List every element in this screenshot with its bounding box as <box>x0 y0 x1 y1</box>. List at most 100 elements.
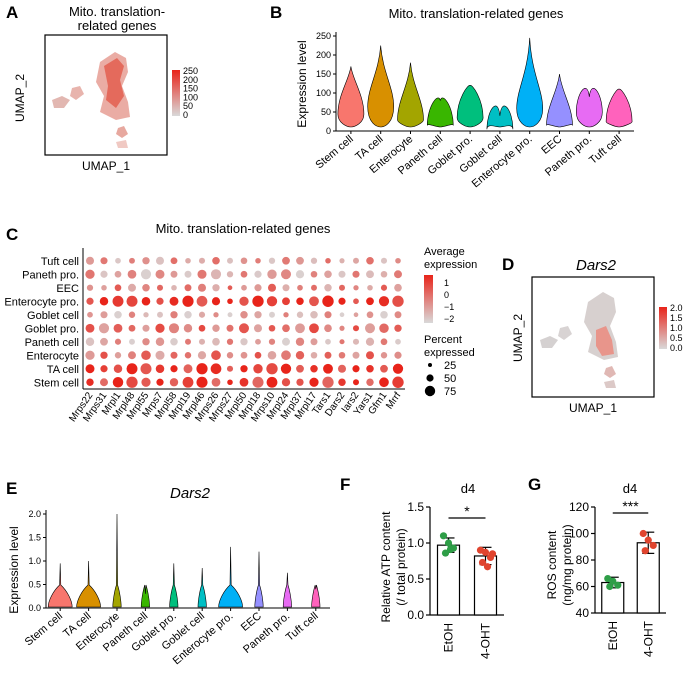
dot <box>366 297 374 306</box>
dot <box>267 269 277 279</box>
dot <box>212 256 220 265</box>
dot <box>353 379 359 386</box>
dot <box>85 323 95 333</box>
data-point <box>439 532 448 540</box>
dot <box>226 324 234 332</box>
data-point <box>483 563 492 571</box>
dot <box>295 337 305 346</box>
x-tick-label: Tuft cell <box>587 133 624 167</box>
dot <box>282 324 290 333</box>
dot <box>266 296 278 307</box>
dot <box>227 257 233 264</box>
dot <box>339 312 345 318</box>
legend-tick-label: 250 <box>183 66 198 76</box>
dot <box>255 257 261 264</box>
dot <box>282 297 290 306</box>
dot <box>394 283 402 292</box>
y-tick-label: 50 <box>321 107 331 117</box>
data-point <box>488 550 497 558</box>
dot <box>87 311 93 318</box>
legend-tick-label: 50 <box>183 101 193 111</box>
violin-ta-cell <box>76 560 101 608</box>
panel-e-letter: E <box>6 479 17 498</box>
y-tick-label: 250 <box>316 31 331 41</box>
panel-g: G d4 ROS content (ng/mg protein) 40 60 80 1… <box>528 475 666 657</box>
dot <box>197 351 207 360</box>
legend-tick-label: 2.0 <box>670 303 683 313</box>
significance-label: * <box>464 503 470 519</box>
legend-tick-label: 100 <box>183 92 198 102</box>
dot <box>283 312 289 318</box>
violin-goblet-cell <box>197 568 207 608</box>
dot <box>379 377 389 388</box>
dot <box>324 351 332 359</box>
dot <box>325 257 331 264</box>
dot <box>226 352 234 359</box>
dot <box>380 364 388 373</box>
data-point <box>441 549 450 557</box>
dot <box>395 257 401 264</box>
dot <box>254 311 262 319</box>
dot <box>392 295 404 307</box>
dot <box>100 337 108 346</box>
dot <box>114 352 122 359</box>
dot <box>128 311 136 318</box>
y-tick-label: 100 <box>316 88 331 98</box>
dot <box>380 352 388 359</box>
dot <box>392 376 404 388</box>
dot <box>352 338 360 345</box>
panel-d-colorbar <box>659 307 667 349</box>
dot <box>310 365 318 373</box>
x-tick-label: EEC <box>539 133 564 157</box>
dot <box>126 295 138 307</box>
dot <box>226 365 234 372</box>
row-label: Enterocyte pro. <box>4 296 79 308</box>
dot <box>310 310 318 319</box>
dot <box>140 363 152 375</box>
dot <box>126 376 138 388</box>
violin-tuft-cell <box>605 88 633 128</box>
violin-tuft-cell <box>311 584 321 608</box>
data-point <box>481 548 490 556</box>
dot <box>339 339 345 345</box>
dot <box>252 295 264 307</box>
dot <box>85 269 95 279</box>
dot <box>310 257 318 264</box>
avg-tick-label: −2 <box>444 314 454 324</box>
dot <box>240 338 248 346</box>
dot <box>196 376 208 388</box>
data-point <box>639 529 647 538</box>
panel-a: A Mito. translation- related genes UMAP_… <box>6 3 198 173</box>
dot <box>184 270 192 278</box>
y-tick-label: 0.5 <box>407 572 424 586</box>
x-tick-label: EtOH <box>442 623 456 652</box>
dot <box>198 311 206 318</box>
dot <box>183 324 193 333</box>
dot <box>183 364 193 374</box>
panel-c-pct-title-line1: Percent <box>424 334 462 346</box>
dot <box>311 284 317 291</box>
dot <box>310 351 318 359</box>
dot <box>227 312 233 318</box>
legend-tick-label: 150 <box>183 84 198 94</box>
dot <box>155 256 165 265</box>
row-label: Goblet cell <box>27 310 79 322</box>
avg-tick-label: −1 <box>444 302 454 312</box>
dot <box>339 284 345 291</box>
dot <box>128 324 136 332</box>
dot <box>142 324 150 332</box>
dot <box>395 338 401 345</box>
dot <box>197 269 207 279</box>
dot <box>129 257 135 264</box>
dot <box>366 378 374 386</box>
dot <box>310 338 318 346</box>
data-point <box>478 558 487 567</box>
dot <box>100 311 108 319</box>
panel-c-avg-colorbar <box>424 275 433 323</box>
dot <box>296 364 304 373</box>
dot <box>322 295 334 307</box>
violin-paneth-cell <box>427 97 454 128</box>
